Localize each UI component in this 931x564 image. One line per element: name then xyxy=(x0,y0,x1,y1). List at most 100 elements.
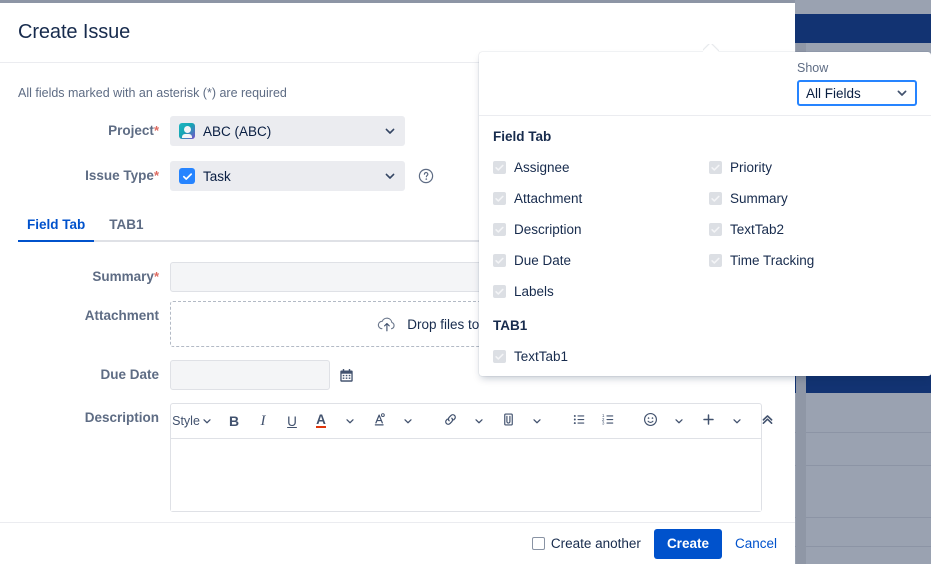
numbered-list-icon: 1 2 3 xyxy=(601,412,616,430)
question-circle-icon[interactable] xyxy=(418,168,434,184)
bullet-list-button[interactable] xyxy=(565,409,593,433)
text-color-button[interactable]: A xyxy=(307,409,335,433)
dialog-header: Create Issue Configure Fields xyxy=(0,3,795,63)
numbered-list-button[interactable]: 1 2 3 xyxy=(594,409,622,433)
configure-fields-panel: Show All Fields Field Tab Assignee xyxy=(479,52,931,376)
field-item-description[interactable]: Description xyxy=(493,214,709,245)
project-label-text: Project xyxy=(108,123,154,138)
paperclip-icon xyxy=(501,412,516,430)
emoji-button[interactable] xyxy=(636,409,664,433)
attachment-insert-chevron[interactable] xyxy=(523,409,551,433)
show-field-group: Show All Fields xyxy=(797,60,917,115)
field-item-label: Priority xyxy=(730,160,773,175)
svg-text:1: 1 xyxy=(602,413,605,418)
field-item-labels[interactable]: Labels xyxy=(493,276,709,307)
field-column-left: TextTab1 xyxy=(493,341,709,372)
field-item-attachment[interactable]: Attachment xyxy=(493,183,709,214)
attachment-insert-button[interactable] xyxy=(494,409,522,433)
required-asterisk: * xyxy=(153,269,159,284)
chevron-down-icon xyxy=(896,87,908,99)
create-another-checkbox[interactable]: Create another xyxy=(531,536,641,551)
field-item-texttab1[interactable]: TextTab1 xyxy=(493,341,709,372)
checkbox-icon xyxy=(709,161,722,174)
field-group-tab1: TAB1 TextTab1 xyxy=(493,317,931,372)
svg-text:3: 3 xyxy=(602,421,605,426)
form-row-description: Description Style B I U A xyxy=(18,403,777,512)
collapse-toolbar-button[interactable] xyxy=(753,409,781,433)
show-select-value: All Fields xyxy=(806,85,861,101)
issue-type-select[interactable]: Task xyxy=(170,161,405,191)
task-check-icon xyxy=(179,168,195,184)
issue-type-label-text: Issue Type xyxy=(85,168,154,183)
required-asterisk: * xyxy=(153,168,159,183)
link-icon xyxy=(443,412,458,430)
create-another-box-icon xyxy=(531,537,545,550)
plus-icon xyxy=(701,412,716,430)
field-item-label: Time Tracking xyxy=(730,253,815,268)
style-label: Style xyxy=(172,414,200,428)
form-row-issue-type: Issue Type* Task xyxy=(18,161,777,191)
panel-header: Show All Fields xyxy=(479,52,931,116)
chevron-down-icon xyxy=(384,125,396,137)
field-item-label: TextTab1 xyxy=(514,349,569,364)
project-select[interactable]: ABC (ABC) xyxy=(170,116,405,146)
link-button[interactable] xyxy=(436,409,464,433)
issue-type-control: Task xyxy=(170,161,777,191)
summary-label: Summary* xyxy=(18,262,170,292)
dialog-footer: Create another Create Cancel xyxy=(0,522,795,564)
tab-tab1[interactable]: TAB1 xyxy=(109,217,144,232)
highlight-color-chevron[interactable] xyxy=(394,409,422,433)
field-item-texttab2[interactable]: TextTab2 xyxy=(709,214,925,245)
emoji-chevron[interactable] xyxy=(665,409,693,433)
underline-button[interactable]: U xyxy=(287,413,297,429)
field-item-label: Description xyxy=(514,222,582,237)
chevron-down-icon xyxy=(732,416,742,426)
description-textarea[interactable] xyxy=(171,439,761,511)
issue-type-select-value: Task xyxy=(203,168,231,184)
field-item-label: Attachment xyxy=(514,191,583,206)
insert-more-button[interactable] xyxy=(694,409,722,433)
field-item-label: TextTab2 xyxy=(730,222,785,237)
checkbox-icon xyxy=(493,192,506,205)
field-group-title: TAB1 xyxy=(493,318,528,333)
description-control: Style B I U A xyxy=(170,403,777,512)
insert-more-chevron[interactable] xyxy=(723,409,751,433)
field-group-title: Field Tab xyxy=(493,129,552,144)
due-date-input[interactable] xyxy=(170,360,330,390)
cancel-button[interactable]: Cancel xyxy=(734,536,777,551)
description-label: Description xyxy=(84,410,159,425)
field-item-time-tracking[interactable]: Time Tracking xyxy=(709,245,925,276)
field-item-priority[interactable]: Priority xyxy=(709,152,925,183)
field-item-summary[interactable]: Summary xyxy=(709,183,925,214)
chevron-down-icon xyxy=(384,170,396,182)
field-group-field-tab: Field Tab Assignee Attachment Descriptio… xyxy=(493,128,931,307)
editor-toolbar: Style B I U A xyxy=(171,404,772,439)
link-chevron[interactable] xyxy=(465,409,493,433)
checkbox-icon xyxy=(493,350,506,363)
required-asterisk: * xyxy=(153,123,159,138)
description-editor: Style B I U A xyxy=(170,403,772,512)
show-select[interactable]: All Fields xyxy=(797,80,917,106)
text-color-chevron[interactable] xyxy=(336,409,364,433)
bold-button[interactable]: B xyxy=(228,413,240,429)
field-grid: TextTab1 xyxy=(493,341,931,372)
due-date-control xyxy=(170,360,777,390)
create-button[interactable]: Create xyxy=(653,528,722,559)
field-column-left: Assignee Attachment Description Due Date xyxy=(493,152,709,307)
chevron-down-icon xyxy=(532,416,542,426)
project-label: Project* xyxy=(18,116,170,146)
calendar-icon[interactable] xyxy=(339,368,354,383)
style-dropdown-button[interactable]: Style xyxy=(172,409,211,433)
chevron-down-icon xyxy=(674,416,684,426)
highlight-color-icon xyxy=(372,412,387,430)
field-item-due-date[interactable]: Due Date xyxy=(493,245,709,276)
highlight-color-button[interactable] xyxy=(365,409,393,433)
checkbox-icon xyxy=(709,254,722,267)
project-avatar-icon xyxy=(179,123,195,139)
tab-field-tab[interactable]: Field Tab xyxy=(18,213,95,242)
field-item-assignee[interactable]: Assignee xyxy=(493,152,709,183)
italic-button[interactable]: I xyxy=(260,412,266,429)
chevron-down-icon xyxy=(474,416,484,426)
field-item-label: Assignee xyxy=(514,160,570,175)
page-title: Create Issue xyxy=(18,21,131,43)
